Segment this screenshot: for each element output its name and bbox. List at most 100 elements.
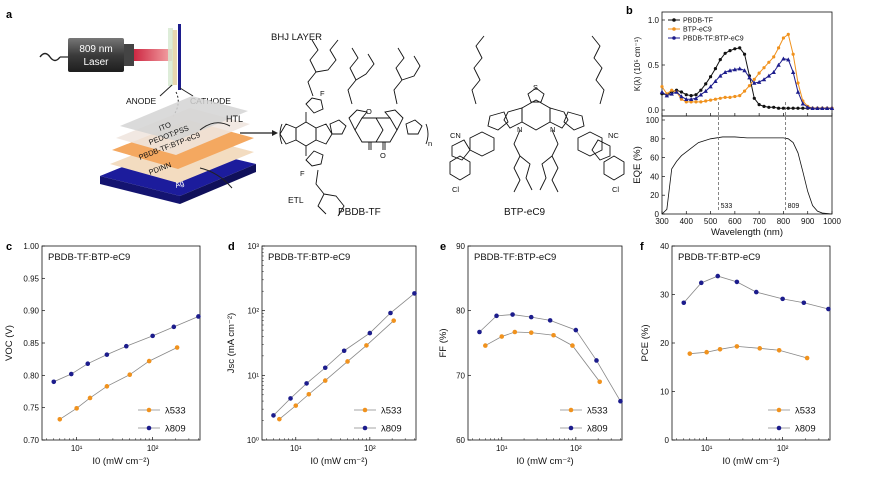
legend-marker bbox=[146, 407, 152, 413]
absorption-point bbox=[699, 88, 703, 92]
absorption-point bbox=[805, 105, 810, 110]
eqe-xtick-label: 400 bbox=[680, 217, 694, 226]
ac-source-icon bbox=[39, 52, 61, 62]
layer-ito bbox=[120, 96, 248, 141]
absorption-point bbox=[824, 106, 830, 110]
data-point bbox=[277, 416, 282, 422]
data-point bbox=[104, 352, 110, 357]
data-point bbox=[322, 378, 328, 383]
laser-wavelength-label: 809 nm bbox=[79, 44, 112, 55]
data-point bbox=[127, 372, 133, 377]
legend-marker bbox=[776, 425, 782, 431]
data-point bbox=[322, 365, 328, 371]
btp-ec9-atom-n-r: N bbox=[550, 125, 555, 134]
ytick-label: 0 bbox=[665, 436, 670, 445]
laser-name-label: Laser bbox=[83, 57, 109, 68]
eqe-xtick-label: 500 bbox=[704, 217, 718, 226]
layer-ag-side bbox=[100, 176, 180, 204]
panel-annotation: PBDB-TF:BTP-eC9 bbox=[48, 252, 130, 263]
ytick-label: 10² bbox=[247, 307, 259, 316]
absorption-point bbox=[737, 66, 742, 71]
ytick-label: 10³ bbox=[247, 242, 259, 251]
absorption-point bbox=[757, 103, 761, 107]
absorption-legend-text: BTP-eC9 bbox=[683, 27, 712, 34]
absorption-point bbox=[733, 47, 737, 51]
chart-absorption: 0.0 0.5 1.0 K(λ) (10⁵ cm⁻¹) PBDB-TF BTP-eC9 PB… bbox=[633, 11, 835, 117]
data-point bbox=[547, 318, 553, 323]
absorption-point bbox=[727, 68, 733, 73]
data-point bbox=[293, 403, 299, 408]
ytick-label: 60 bbox=[456, 436, 465, 445]
data-point bbox=[780, 296, 785, 302]
pbdb-tf-name: PBDB-TF bbox=[338, 207, 381, 218]
eqe-xtick-label: 900 bbox=[801, 217, 815, 226]
absorption-point bbox=[659, 89, 665, 94]
ylabel: PCE (%) bbox=[640, 325, 651, 362]
btp-ec9-endgroup-benzo-r bbox=[603, 155, 625, 181]
data-point bbox=[68, 371, 74, 377]
bhj-layer-label: BHJ LAYER bbox=[271, 32, 322, 43]
pbdb-tf-top-chain bbox=[307, 39, 339, 97]
absorption-point bbox=[766, 73, 772, 78]
data-point bbox=[734, 279, 740, 285]
htl-label: HTL bbox=[226, 114, 243, 124]
absorption-point bbox=[796, 81, 800, 85]
absorption-point bbox=[728, 95, 732, 99]
absorption-legend-marker bbox=[672, 27, 676, 31]
xtick-label: 10¹ bbox=[701, 444, 713, 453]
absorption-point bbox=[723, 95, 727, 99]
data-point bbox=[288, 396, 293, 401]
ylabel: VOC (V) bbox=[4, 325, 15, 361]
data-point bbox=[528, 330, 534, 335]
absorption-point bbox=[762, 66, 766, 70]
pbdb-tf-thiophene-bridge-2 bbox=[405, 119, 423, 135]
panel-annotation: PBDB-TF:BTP-eC9 bbox=[474, 252, 556, 263]
btp-ec9-endgroup-l bbox=[451, 131, 495, 161]
chart-ff: 60 70 80 90 10¹ 10² I0 (mW cm⁻²) FF (%) PBDB-TF:… bbox=[438, 242, 623, 467]
pbdb-tf-repeat-n: n bbox=[428, 139, 432, 148]
data-point bbox=[570, 343, 575, 348]
btp-ec9-atom-nc-r: NC bbox=[608, 131, 619, 140]
htl-arrow bbox=[199, 122, 231, 131]
chart-jsc: 10⁰ 10¹ 10² 10³ 10¹ 10² I0 (mW cm⁻²) Jsc (mA cm… bbox=[226, 242, 417, 467]
layer-label-ag: Ag bbox=[173, 178, 185, 190]
absorption-point bbox=[829, 106, 835, 110]
absorption-point bbox=[674, 89, 679, 94]
absorption-legend-text: PBDB-TF bbox=[683, 18, 713, 25]
xtick-label: 10² bbox=[570, 444, 582, 453]
absorption-point bbox=[670, 88, 674, 92]
absorption-ylabel: K(λ) (10⁵ cm⁻¹) bbox=[633, 37, 642, 92]
data-point bbox=[717, 347, 723, 352]
absorption-point bbox=[689, 94, 693, 98]
absorption-legend-text: PBDB-TF:BTP-eC9 bbox=[683, 36, 744, 43]
absorption-point bbox=[752, 96, 756, 100]
btp-ec9-core-r1 bbox=[549, 107, 569, 129]
panel-letter-f: f bbox=[640, 241, 644, 253]
data-point bbox=[757, 346, 763, 351]
absorption-point bbox=[781, 106, 786, 110]
eqe-xtick-label: 800 bbox=[777, 217, 791, 226]
absorption-point bbox=[762, 104, 766, 108]
absorption-point bbox=[723, 51, 727, 55]
pbdb-tf-bottom-chain bbox=[315, 169, 345, 217]
xtick-label: 10¹ bbox=[290, 444, 302, 453]
absorption-point bbox=[708, 75, 713, 79]
device-schematic: 809 nm Laser ANODE CATHODE ITO PEDOT:PSS… bbox=[39, 24, 322, 205]
absorption-point bbox=[815, 106, 820, 110]
absorption-point bbox=[733, 94, 737, 99]
legend-text: λ533 bbox=[165, 406, 186, 417]
data-point bbox=[704, 349, 709, 355]
absorption-point bbox=[771, 70, 776, 74]
glass-slab bbox=[168, 28, 173, 86]
btp-ec9-core-center bbox=[521, 99, 551, 131]
data-point bbox=[367, 330, 373, 336]
panel-frame bbox=[261, 245, 417, 441]
anode-label: ANODE bbox=[126, 96, 157, 106]
data-point bbox=[345, 359, 350, 364]
absorption-point bbox=[732, 67, 738, 72]
panel-frame bbox=[467, 245, 623, 441]
absorption-point bbox=[699, 100, 703, 104]
absorption-point bbox=[800, 101, 806, 106]
absorption-point bbox=[708, 84, 713, 89]
ytick-label: 0.90 bbox=[23, 307, 39, 316]
